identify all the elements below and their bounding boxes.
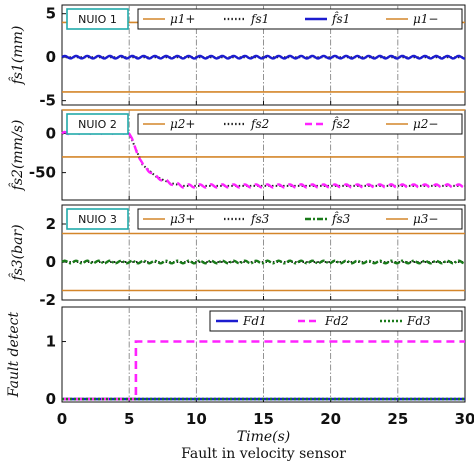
legend-label: f̂s3 bbox=[331, 210, 351, 226]
nuio-box bbox=[66, 113, 129, 135]
y-tick-label: -5 bbox=[39, 92, 56, 110]
legend-label: f̂s1 bbox=[331, 10, 350, 26]
legend-label: f̂s2 bbox=[331, 115, 350, 131]
y-axis-label: f̂s3(bar) bbox=[8, 224, 26, 281]
y-tick-label: 2 bbox=[46, 215, 56, 233]
legend-label: μ2− bbox=[413, 117, 439, 131]
nuio-label: NUIO 3 bbox=[78, 213, 117, 226]
estimate-series bbox=[61, 259, 465, 265]
x-tick-label: 5 bbox=[124, 410, 134, 428]
x-tick-label: 25 bbox=[387, 410, 408, 428]
nuio-box bbox=[66, 8, 129, 30]
x-tick-label: 15 bbox=[253, 410, 274, 428]
figure-caption: Fault in velocity sensor bbox=[181, 446, 346, 462]
legend-label: μ2+ bbox=[170, 117, 196, 131]
x-tick-label: 30 bbox=[455, 410, 474, 428]
x-tick-label: 0 bbox=[57, 410, 67, 428]
x-axis-label: Time(s) bbox=[237, 429, 290, 445]
legend-label: μ1+ bbox=[170, 12, 196, 26]
y-axis-label: Fault detect bbox=[6, 311, 22, 398]
legend-label: fs3 bbox=[250, 212, 270, 226]
panel-2: -50 0 f̂s2(mm/s) NUIO 2 μ2+ fs2 f̂s2 μ2− bbox=[8, 109, 466, 201]
legend: μ1+ fs1 f̂s1 μ1− bbox=[137, 8, 463, 30]
x-tick-label: 10 bbox=[186, 410, 207, 428]
legend: μ3+ fs3 f̂s3 μ3− bbox=[137, 208, 463, 230]
nuio-label: NUIO 1 bbox=[78, 13, 117, 26]
y-tick-label: 0 bbox=[46, 253, 56, 271]
legend-box bbox=[137, 113, 463, 135]
legend-label: μ1− bbox=[413, 12, 439, 26]
legend-label: Fd2 bbox=[324, 314, 349, 328]
estimate-series bbox=[61, 54, 465, 60]
legend-label: Fd3 bbox=[406, 314, 431, 328]
y-axis-label: f̂s1(mm) bbox=[8, 26, 26, 86]
panel-4: 0 1 Fault detect Fd1 Fd2 Fd3 bbox=[6, 306, 466, 408]
nuio-label: NUIO 2 bbox=[78, 118, 117, 131]
legend-label: Fd1 bbox=[242, 314, 267, 328]
y-tick-label: 5 bbox=[46, 5, 56, 23]
legend-box bbox=[209, 310, 463, 332]
y-axis-label: f̂s2(mm/s) bbox=[8, 120, 26, 192]
legend-label: μ3+ bbox=[170, 212, 196, 226]
legend: Fd1 Fd2 Fd3 bbox=[209, 310, 463, 332]
legend-label: fs1 bbox=[250, 12, 269, 26]
legend-label: fs2 bbox=[250, 117, 269, 131]
x-tick-label: 20 bbox=[320, 410, 341, 428]
panel-1: -5 0 5 f̂s1(mm) NUIO 1 μ1+ fs1 f̂s1 μ1− bbox=[8, 4, 466, 110]
y-tick-label: 0 bbox=[46, 48, 56, 66]
nuio-box bbox=[66, 208, 129, 230]
legend-label: μ3− bbox=[413, 212, 439, 226]
y-tick-label: -50 bbox=[29, 164, 56, 182]
y-tick-label: 0 bbox=[46, 124, 56, 142]
y-tick-label: 1 bbox=[46, 333, 56, 351]
y-tick-label: 0 bbox=[46, 390, 56, 408]
legend-box bbox=[137, 8, 463, 30]
legend: μ2+ fs2 f̂s2 μ2− bbox=[137, 113, 463, 135]
panel-3: -2 0 2 f̂s3(bar) NUIO 3 μ3+ fs3 f̂s3 μ3− bbox=[8, 204, 466, 309]
legend-box bbox=[137, 208, 463, 230]
y-tick-label: -2 bbox=[39, 291, 56, 309]
estimate-series bbox=[61, 130, 465, 189]
